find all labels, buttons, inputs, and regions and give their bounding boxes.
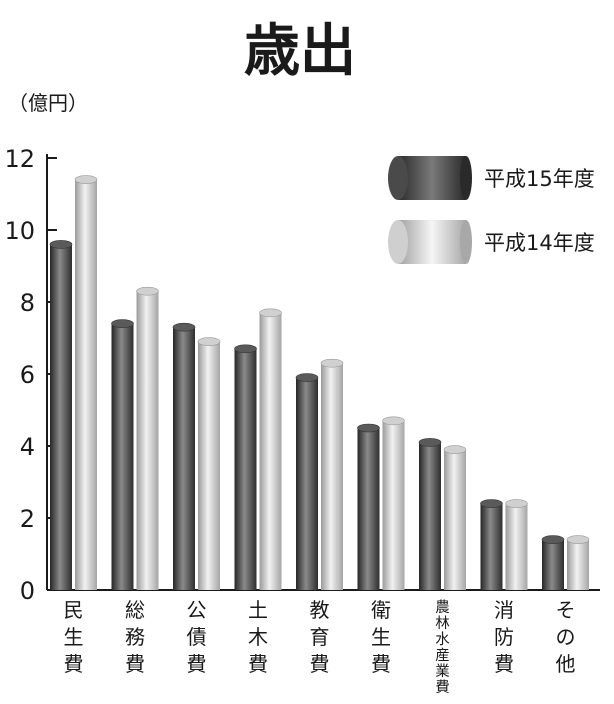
bars-group bbox=[49, 175, 590, 590]
legend-label: 平成14年度 bbox=[484, 231, 595, 255]
y-tick-label: 12 bbox=[4, 145, 35, 173]
bar-h14 bbox=[197, 337, 221, 590]
bar-body bbox=[234, 348, 257, 590]
bar-body bbox=[50, 244, 72, 590]
bar-cap bbox=[418, 438, 442, 447]
bar-body bbox=[567, 539, 589, 590]
bar-cap bbox=[357, 423, 380, 433]
bar-body bbox=[480, 503, 503, 590]
bar-h15 bbox=[172, 322, 196, 590]
bar-h15 bbox=[541, 535, 565, 590]
bar-cap bbox=[234, 344, 257, 354]
bar-cap bbox=[480, 499, 503, 508]
bar-body bbox=[505, 503, 528, 590]
bar-body bbox=[296, 377, 318, 590]
bar-h14 bbox=[505, 499, 528, 590]
chart-title: 歳出 bbox=[244, 19, 356, 84]
bar-cap bbox=[443, 445, 467, 454]
bar-h14 bbox=[74, 175, 98, 590]
legend-swatch-cap bbox=[388, 156, 408, 200]
y-tick-label: 8 bbox=[20, 289, 35, 317]
bar-cap bbox=[49, 240, 73, 249]
bar-body bbox=[357, 428, 380, 590]
bar-h15 bbox=[418, 438, 442, 590]
bar-cap bbox=[566, 535, 590, 544]
bar-h14 bbox=[566, 535, 590, 590]
y-tick-label: 6 bbox=[20, 361, 35, 389]
bar-cap bbox=[111, 319, 134, 328]
bar-body bbox=[136, 291, 159, 590]
bar-cap bbox=[505, 499, 528, 508]
category-label: 民生費 bbox=[64, 598, 84, 676]
category-label: 教育費 bbox=[310, 598, 330, 676]
bar-h14 bbox=[382, 416, 405, 590]
bar-h15 bbox=[357, 423, 380, 590]
y-axis-unit-label: （億円） bbox=[8, 91, 88, 115]
bar-body bbox=[382, 420, 405, 590]
bar-cap bbox=[74, 175, 98, 184]
bar-h15 bbox=[295, 373, 319, 590]
legend-swatch bbox=[398, 220, 466, 264]
bar-cap bbox=[382, 416, 405, 426]
bar-h14 bbox=[320, 358, 344, 590]
bar-cap bbox=[172, 322, 196, 332]
bar-body bbox=[198, 341, 220, 590]
category-label: 農林水産業費 bbox=[435, 599, 450, 696]
y-tick-label: 10 bbox=[4, 217, 35, 245]
bar-cap bbox=[541, 535, 565, 544]
legend-swatch-cap bbox=[388, 220, 408, 264]
legend-swatch-end bbox=[460, 220, 472, 264]
bar-h14 bbox=[136, 286, 159, 590]
y-tick-label: 0 bbox=[20, 577, 35, 605]
bar-cap bbox=[295, 373, 319, 382]
bar-body bbox=[419, 442, 441, 590]
bar-body bbox=[111, 323, 134, 590]
category-label: その他 bbox=[556, 598, 576, 676]
category-label: 土木費 bbox=[248, 598, 268, 676]
legend-swatch bbox=[398, 156, 466, 200]
legend-swatch-end bbox=[460, 156, 472, 200]
bar-h14 bbox=[443, 445, 467, 590]
bar-h14 bbox=[259, 308, 282, 590]
bar-body bbox=[75, 179, 97, 590]
legend-item: 平成14年度 bbox=[388, 220, 595, 264]
bar-body bbox=[321, 363, 343, 590]
bar-h15 bbox=[234, 344, 257, 590]
bar-h15 bbox=[480, 499, 503, 590]
bar-cap bbox=[320, 358, 344, 368]
bar-cap bbox=[136, 286, 159, 296]
category-label: 消防費 bbox=[494, 598, 514, 676]
bar-body bbox=[444, 449, 466, 590]
category-label: 総務費 bbox=[125, 598, 145, 676]
category-labels: 民生費 総務費 公債費 土木費 教育費 衛生費 農林水産業費 消防費 その他 bbox=[64, 598, 576, 696]
category-label: 公債費 bbox=[187, 598, 207, 676]
y-tick-label: 2 bbox=[20, 505, 35, 533]
legend-label: 平成15年度 bbox=[484, 167, 595, 191]
bar-cap bbox=[197, 337, 221, 346]
bar-body bbox=[542, 539, 564, 590]
category-label: 衛生費 bbox=[371, 598, 391, 676]
legend-item: 平成15年度 bbox=[388, 156, 595, 200]
bar-h15 bbox=[111, 319, 134, 590]
bar-h15 bbox=[49, 240, 73, 590]
bar-cap bbox=[259, 308, 282, 318]
bar-body bbox=[259, 312, 282, 590]
bar-body bbox=[173, 327, 195, 590]
y-tick-label: 4 bbox=[20, 433, 35, 461]
